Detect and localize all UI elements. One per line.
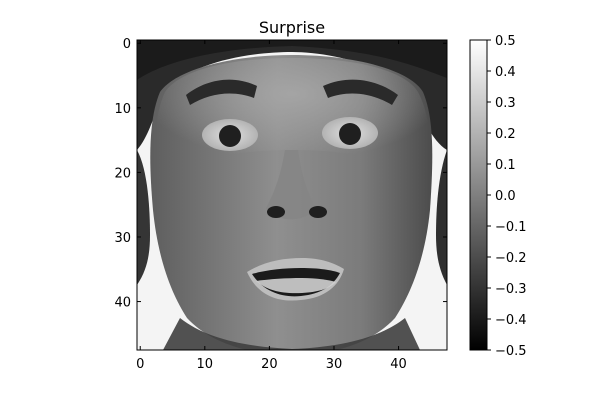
x-tick-label: 0 xyxy=(136,357,144,372)
colorbar-tick-label: 0.0 xyxy=(495,189,516,204)
y-tick-label: 40 xyxy=(114,296,131,311)
face-image xyxy=(137,40,447,350)
x-tick-label: 40 xyxy=(390,357,407,372)
colorbar-tick-label: 0.2 xyxy=(495,127,516,142)
y-tick-label: 30 xyxy=(114,231,131,246)
colorbar-tick-label: −0.4 xyxy=(495,313,527,328)
colorbar-tick-label: 0.3 xyxy=(495,96,516,111)
colorbar-tick-label: 0.4 xyxy=(495,65,516,80)
x-axis: 0 10 20 30 40 xyxy=(136,40,407,372)
colorbar-tick-label: 0.1 xyxy=(495,158,516,173)
colorbar xyxy=(469,39,488,351)
chart-title: Surprise xyxy=(259,18,325,37)
colorbar-tick-label: −0.2 xyxy=(495,251,527,266)
colorbar-ticks: 0.5 0.4 0.3 0.2 0.1 0.0 −0.1 −0.2 −0.3 −0.4 −0.5 xyxy=(487,34,527,359)
y-tick-label: 0 xyxy=(123,37,131,52)
colorbar-tick-label: −0.1 xyxy=(495,220,527,235)
y-tick-label: 10 xyxy=(114,102,131,117)
y-axis: 0 10 20 30 40 xyxy=(114,37,447,311)
x-tick-label: 30 xyxy=(326,357,343,372)
colorbar-tick-label: 0.5 xyxy=(495,34,516,49)
image-frame xyxy=(136,39,448,351)
x-tick-label: 20 xyxy=(261,357,278,372)
colorbar-tick-label: −0.5 xyxy=(495,344,527,359)
x-tick-label: 10 xyxy=(197,357,214,372)
y-tick-label: 20 xyxy=(114,166,131,181)
colorbar-tick-label: −0.3 xyxy=(495,282,527,297)
